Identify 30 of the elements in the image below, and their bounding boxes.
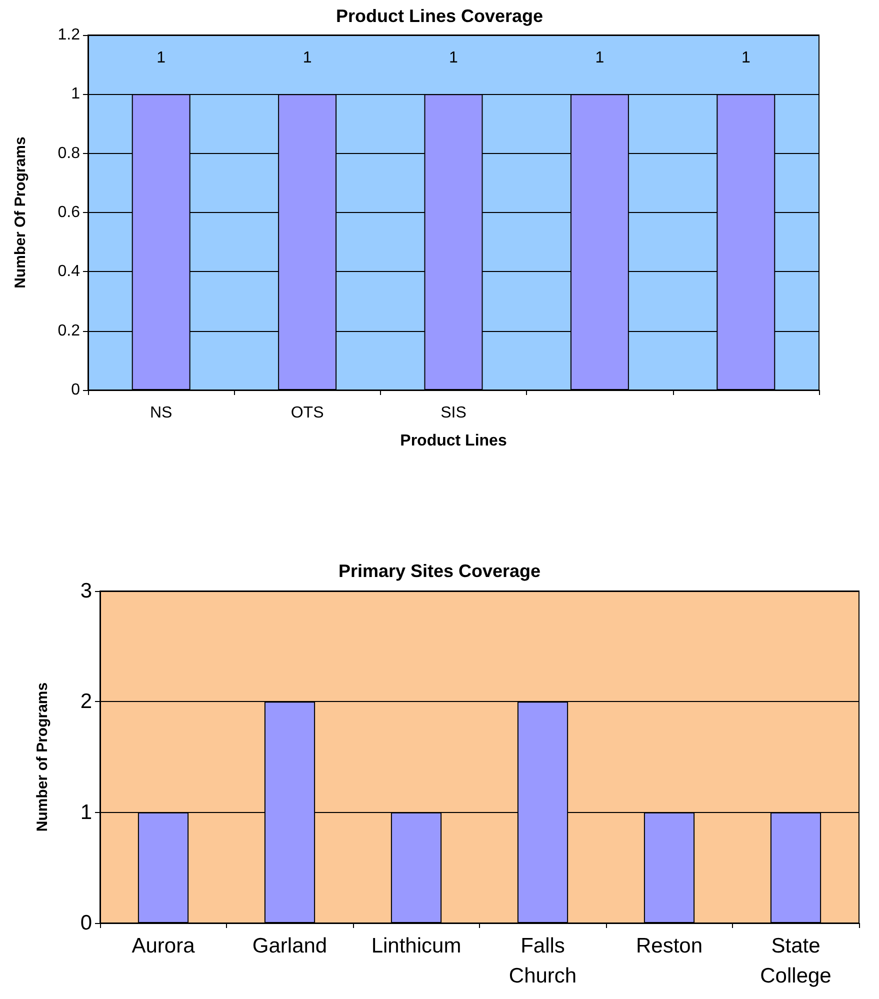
x-tick-label: State College — [760, 934, 832, 988]
chart-title: Primary Sites Coverage — [338, 561, 541, 581]
y-tick-label: 1 — [80, 800, 92, 824]
data-label: 1 — [741, 50, 750, 67]
data-label: 1 — [449, 50, 458, 67]
data-label: 1 — [156, 50, 166, 67]
y-tick-label: 0.8 — [58, 144, 80, 162]
y-axis-title: Number of Programs — [34, 682, 51, 832]
x-tick-label: NS — [150, 404, 172, 422]
x-tick-label: Aurora — [132, 934, 196, 958]
y-tick-label: 1 — [71, 86, 80, 103]
y-tick-label: 0 — [71, 382, 80, 398]
x-tick-label: Reston — [636, 934, 703, 958]
data-label: 1 — [302, 50, 312, 67]
x-tick-label: SIS — [440, 404, 466, 422]
y-tick-label: 2 — [80, 690, 92, 714]
y-tick-label: 0.2 — [58, 322, 80, 340]
y-tick-label: 0.4 — [58, 263, 80, 280]
x-tick-label: Garland — [252, 934, 328, 958]
y-tick-label: 0.6 — [58, 204, 80, 221]
x-axis-title: Product Lines — [400, 432, 507, 450]
x-tick-label: OTS — [290, 404, 324, 422]
y-tick-label: 1.2 — [58, 26, 80, 44]
chart-title: Product Lines Coverage — [336, 6, 544, 26]
x-tick-label: Linthicum — [371, 934, 462, 958]
y-tick-label: 0 — [80, 912, 92, 934]
y-tick-label: 3 — [80, 580, 92, 602]
y-axis-title: Number Of Programs — [12, 136, 29, 288]
x-tick-label: Falls Church — [508, 934, 577, 988]
data-label: 1 — [595, 50, 604, 67]
